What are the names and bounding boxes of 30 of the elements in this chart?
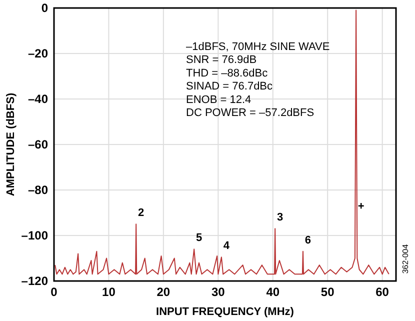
annotation: 3: [277, 212, 284, 224]
annotation: 5: [196, 232, 202, 244]
annotation: 2: [138, 207, 144, 220]
x-tick-label: 30: [211, 285, 226, 299]
y-tick-label: 0: [41, 1, 48, 15]
annotation: 6: [304, 234, 312, 246]
annotation: +: [358, 200, 364, 212]
x-tick-label: 40: [266, 285, 280, 299]
annotation: THD = –88.6dBc: [186, 67, 268, 80]
x-tick-label: 20: [156, 285, 170, 299]
annotation: –1dBFS, 70MHz SINE WAVE: [186, 41, 330, 53]
x-tick-label: 60: [376, 285, 390, 299]
y-tick-label: –80: [28, 183, 48, 197]
annotation: 4: [223, 240, 230, 252]
annotation: SINAD = 76.7dBc: [186, 80, 274, 93]
annotation: SNR = 76.9dB: [186, 54, 257, 66]
x-tick-label: 10: [102, 285, 116, 299]
x-tick-label: 0: [50, 285, 58, 299]
y-tick-label: –60: [28, 138, 48, 152]
y-axis-title: AMPLITUDE (dBFS): [5, 92, 17, 196]
y-tick-label: –20: [28, 46, 48, 60]
y-tick-label: –100: [21, 228, 48, 242]
y-tick-label: –120: [21, 274, 48, 288]
x-tick-label: 50: [320, 285, 335, 299]
y-tick-label: –40: [28, 92, 48, 106]
x-axis-title: INPUT FREQUENCY (MHz): [156, 306, 294, 318]
annotation: DC POWER = –57.2dBFS: [186, 107, 314, 119]
line-series: [54, 10, 390, 275]
annotation: ENOB = 12.4: [186, 94, 252, 106]
text: 362-004: [401, 244, 410, 274]
